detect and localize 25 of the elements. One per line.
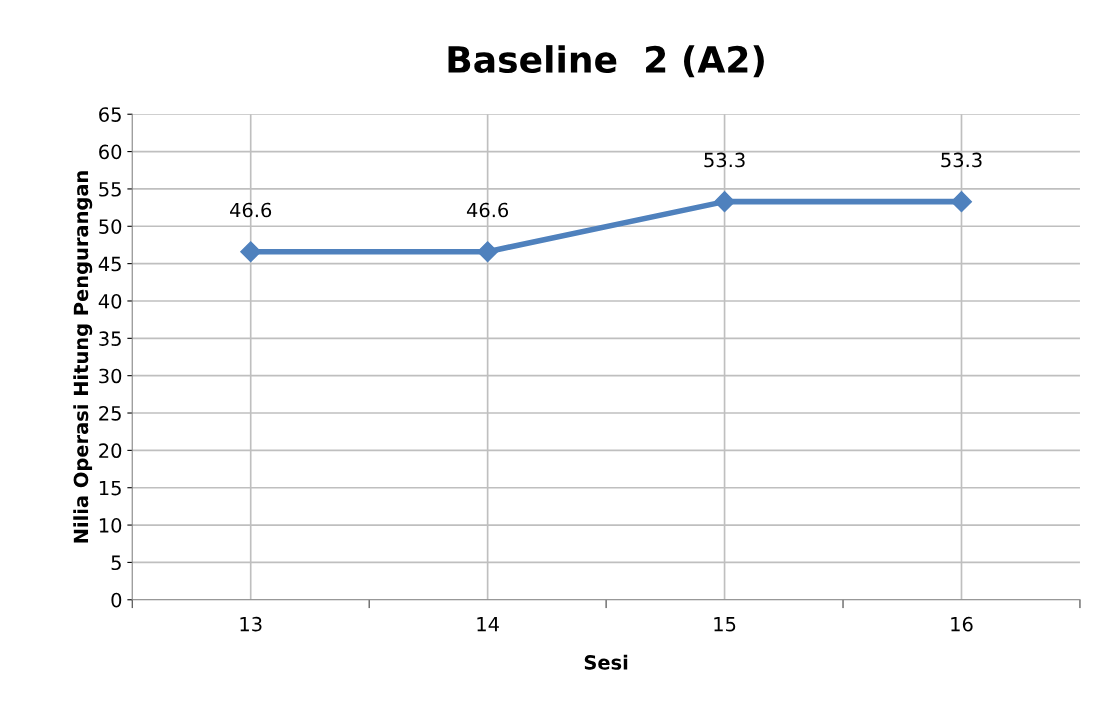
x-tick-label: 16 bbox=[951, 616, 973, 632]
x-tick-label: 14 bbox=[477, 617, 499, 632]
data-label: 53.3 bbox=[704, 152, 745, 168]
y-axis-title: Nilia Operasi Hitung Pengurangan bbox=[73, 171, 93, 543]
y-tick-label: 20 bbox=[99, 443, 122, 459]
y-tick-label: 55 bbox=[99, 182, 121, 197]
data-label: 53.3 bbox=[941, 152, 982, 168]
y-tick-label: 30 bbox=[99, 368, 122, 384]
chart-title: Baseline 2 (A2) bbox=[448, 45, 764, 78]
y-tick-label: 45 bbox=[98, 256, 121, 272]
y-tick-label: 65 bbox=[99, 107, 121, 122]
x-axis-title: Sesi bbox=[584, 654, 628, 670]
x-tick-label: 13 bbox=[240, 616, 262, 632]
y-tick-label: 15 bbox=[99, 480, 121, 496]
y-tick-label: 50 bbox=[99, 219, 122, 234]
y-tick-label: 40 bbox=[98, 293, 122, 309]
x-tick-label: 15 bbox=[714, 617, 736, 632]
y-tick-label: 35 bbox=[99, 331, 121, 346]
y-tick-label: 60 bbox=[99, 144, 122, 160]
data-label: 46.6 bbox=[230, 202, 272, 218]
y-tick-label: 25 bbox=[99, 405, 121, 421]
y-tick-label: 5 bbox=[111, 555, 121, 571]
y-tick-label: 10 bbox=[99, 518, 122, 533]
y-tick-label: 0 bbox=[111, 592, 122, 608]
data-label: 46.6 bbox=[466, 202, 509, 218]
